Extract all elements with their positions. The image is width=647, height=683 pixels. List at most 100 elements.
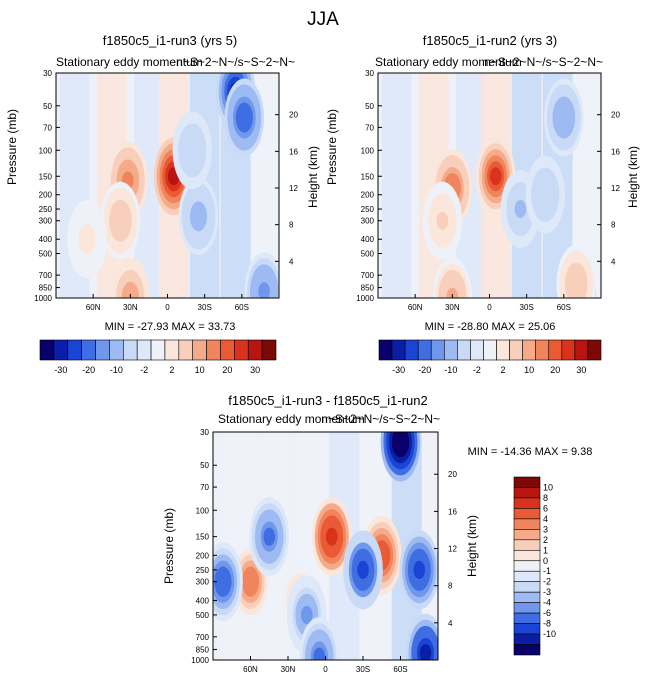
y-tick-label: 300 [361, 217, 375, 226]
contour-feature [446, 287, 459, 298]
y-tick-label: 300 [39, 217, 53, 226]
contour-feature [413, 560, 426, 579]
stats-label: MIN = -27.93 MAX = 33.73 [105, 321, 236, 333]
y-right-tick-label: 8 [611, 221, 616, 230]
y-tick-label: 50 [365, 102, 374, 111]
y-axis-label: Pressure (mb) [325, 109, 339, 185]
colorbar-swatch [430, 339, 445, 361]
colorbar-swatch [443, 339, 458, 361]
y-axis-right-label: Height (km) [306, 146, 320, 208]
y-right-tick-label: 20 [289, 111, 298, 120]
y-tick-label: 250 [196, 566, 210, 575]
contour-feature [263, 527, 276, 546]
colorbar-swatch [122, 339, 138, 361]
y-right-tick-label: 20 [611, 111, 620, 120]
y-tick-label: 30 [365, 69, 374, 78]
colorbar-swatch [404, 339, 419, 361]
y-tick-label: 150 [361, 172, 375, 181]
colorbar-swatch [513, 602, 541, 614]
y-right-tick-label: 12 [448, 545, 457, 554]
colorbar-label: -6 [543, 608, 551, 618]
colorbar-swatch [81, 339, 96, 361]
colorbar-swatch [67, 339, 82, 361]
panel-run3: f1850c5_i1-run3 (yrs 5) Stationary eddy … [5, 33, 320, 375]
y-right-tick-label: 8 [289, 221, 294, 230]
y-tick-label: 100 [39, 146, 53, 155]
y-tick-label: 200 [196, 551, 210, 560]
colorbar-swatch [513, 560, 541, 572]
colorbar-swatch [178, 339, 194, 361]
colorbar-label: 10 [195, 365, 205, 375]
x-tick-label: 60N [86, 303, 101, 312]
contour-feature [357, 560, 369, 579]
contour-feature [238, 108, 251, 127]
colorbar-swatch [95, 339, 110, 361]
colorbar-label: -10 [110, 365, 123, 375]
colorbar-label: 30 [576, 365, 586, 375]
colorbar-swatch [587, 339, 602, 361]
contour-field [213, 432, 438, 660]
y-tick-label: 250 [361, 205, 375, 214]
x-tick-label: 60S [393, 665, 407, 674]
contour-feature [114, 211, 127, 230]
panel-run2: f1850c5_i1-run2 (yrs 3) Stationary eddy … [325, 33, 640, 375]
colorbar-label: 20 [550, 365, 560, 375]
colorbar-swatch [136, 339, 152, 361]
y-right-tick-label: 8 [448, 582, 453, 591]
colorbar-label: 20 [222, 365, 232, 375]
y-tick-label: 400 [361, 235, 375, 244]
colorbar-swatch [513, 581, 541, 593]
colorbar-swatch [548, 339, 563, 361]
colorbar-label: 6 [543, 503, 548, 513]
colorbar-swatch [513, 570, 541, 583]
colorbar-swatch [513, 539, 541, 551]
y-tick-label: 200 [361, 191, 375, 200]
colorbar-swatch [513, 529, 541, 541]
overlay-units-label: n~S~2~N~/s~S~2~N~ [484, 55, 603, 69]
colorbar-swatch [513, 644, 541, 656]
colorbar-swatch [220, 339, 235, 361]
x-tick-label: 60N [408, 303, 423, 312]
x-tick-label: 0 [323, 665, 328, 674]
colorbar-label: -3 [543, 587, 551, 597]
y-right-tick-label: 4 [448, 619, 453, 628]
y-right-tick-label: 12 [611, 184, 620, 193]
contour-feature [489, 167, 502, 186]
colorbar-swatch [53, 339, 69, 361]
y-tick-label: 50 [43, 102, 52, 111]
y-axis-label: Pressure (mb) [5, 109, 19, 185]
colorbar-swatch [513, 476, 541, 488]
colorbar-swatch [535, 339, 550, 361]
contour-feature [244, 572, 257, 591]
contour-feature [394, 432, 407, 452]
colorbar-label: 10 [543, 482, 553, 492]
colorbar-swatch [513, 591, 541, 603]
colorbar-label: 3 [543, 524, 548, 534]
contour-feature [313, 647, 326, 660]
contour-feature [81, 230, 93, 249]
y-tick-label: 1000 [34, 294, 52, 303]
x-tick-label: 30S [520, 303, 534, 312]
y-axis-right-label: Height (km) [465, 515, 479, 577]
panel-subtitle: Stationary eddy momentum [375, 55, 522, 69]
x-tick-label: 30N [123, 303, 138, 312]
x-tick-label: 30S [356, 665, 370, 674]
page-title: JJA [307, 9, 339, 30]
colorbar-swatch [483, 339, 497, 361]
colorbar-label: -10 [543, 629, 556, 639]
colorbar-label: -4 [543, 598, 551, 608]
colorbar-swatch [164, 339, 180, 361]
x-tick-label: 0 [165, 303, 170, 312]
y-right-tick-label: 16 [289, 147, 298, 156]
contour-feature [436, 211, 449, 230]
y-tick-label: 250 [39, 205, 53, 214]
colorbar-label: -30 [54, 365, 67, 375]
colorbar-swatch [261, 339, 277, 361]
colorbar-label: 30 [250, 365, 260, 375]
colorbar-label: -20 [82, 365, 95, 375]
x-tick-label: 30N [445, 303, 460, 312]
y-tick-label: 850 [361, 284, 375, 293]
overlay-units-label: n~S~2~N~/s~S~2~N~ [176, 55, 295, 69]
